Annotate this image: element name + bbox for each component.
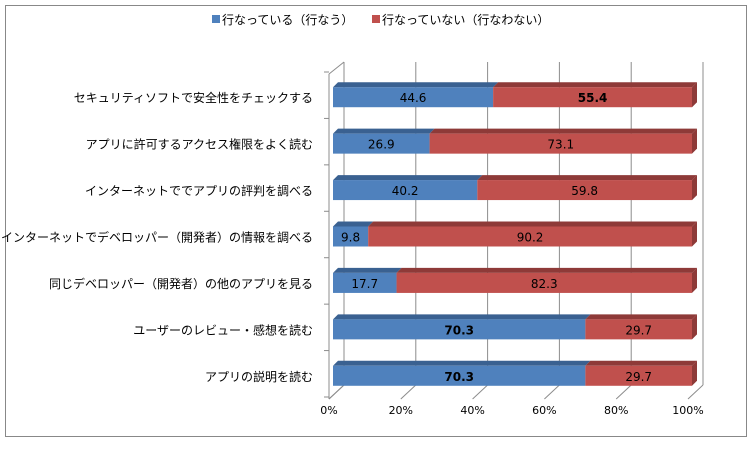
bar-top-face xyxy=(333,267,402,273)
data-label: 26.9 xyxy=(368,138,395,152)
bar-top-face xyxy=(368,221,697,227)
floor-gridline xyxy=(615,384,632,400)
bar-segment xyxy=(333,365,586,386)
bar-top-face xyxy=(477,175,697,181)
bar-top-face xyxy=(333,360,591,366)
bar-side-face xyxy=(692,221,697,247)
bar-segment xyxy=(333,272,397,293)
data-label: 29.7 xyxy=(625,323,652,337)
floor-gridline xyxy=(400,384,417,400)
bar-segment xyxy=(585,365,692,386)
bar-side-face xyxy=(692,82,697,108)
bar-segment xyxy=(477,180,692,201)
y-axis-top-edge xyxy=(328,61,345,75)
category-label: ユーザーのレビュー・感想を読む xyxy=(133,322,313,337)
category-label: インターネットでデベロッパー（開発者）の情報を調べる xyxy=(1,230,313,245)
bar-top-face xyxy=(333,82,499,88)
bar-side-face xyxy=(692,314,697,340)
legend-label: 行なっている（行なう） xyxy=(222,13,353,27)
bar-top-face xyxy=(333,314,591,320)
bar-top-face xyxy=(585,360,697,366)
category-label: セキュリティソフトで安全性をチェックする xyxy=(74,90,313,105)
bar-top-face xyxy=(493,82,697,88)
data-label: 70.3 xyxy=(444,323,474,337)
bar-segment xyxy=(333,87,494,108)
bar-segment xyxy=(585,319,692,340)
bar-top-face xyxy=(333,128,435,134)
bar-side-face xyxy=(692,175,697,201)
bar-segment xyxy=(333,180,478,201)
bar-side-face xyxy=(692,360,697,386)
category-label: 同じデベロッパー（開発者）の他のアプリを見る xyxy=(49,276,313,291)
data-label: 82.3 xyxy=(531,277,558,291)
bar-segment xyxy=(368,226,692,247)
data-label: 40.2 xyxy=(392,184,419,198)
data-label: 9.8 xyxy=(341,231,360,245)
floor-gridline xyxy=(544,384,560,400)
bar-side-face xyxy=(692,267,697,293)
bar-segment xyxy=(396,272,692,293)
legend-label: 行なっていない（行なわない） xyxy=(382,13,549,27)
data-label: 55.4 xyxy=(578,91,608,105)
legend-swatch xyxy=(372,15,380,23)
bar-segment xyxy=(429,133,692,154)
data-label: 44.6 xyxy=(400,91,427,105)
bar-top-face xyxy=(333,221,374,227)
data-label: 59.8 xyxy=(571,184,598,198)
chart-frame xyxy=(5,5,747,437)
bar-segment xyxy=(333,226,369,247)
bar-side-face xyxy=(692,128,697,154)
data-label: 17.7 xyxy=(351,277,378,291)
data-label: 73.1 xyxy=(547,138,574,152)
bar-segment xyxy=(333,319,586,340)
x-tick-label: 80% xyxy=(604,404,628,417)
x-tick-label: 60% xyxy=(532,404,556,417)
data-label: 29.7 xyxy=(625,370,652,384)
bar-top-face xyxy=(396,267,697,273)
category-label: インターネットででアプリの評判を調べる xyxy=(85,183,313,198)
bar-top-face xyxy=(429,128,697,134)
bar-segment xyxy=(333,133,430,154)
x-tick-label: 20% xyxy=(389,404,413,417)
bar-top-face xyxy=(333,175,483,181)
floor-gridline xyxy=(687,384,704,400)
bar-top-face xyxy=(585,314,697,320)
legend-swatch xyxy=(212,15,220,23)
category-label: アプリに許可するアクセス権限をよく読む xyxy=(86,137,313,152)
floor-gridline xyxy=(472,384,488,400)
bar-segment xyxy=(493,87,692,108)
category-label: アプリの説明を読む xyxy=(205,369,313,384)
data-label: 90.2 xyxy=(517,231,544,245)
x-tick-label: 40% xyxy=(460,404,484,417)
x-tick-label: 0% xyxy=(320,404,337,417)
data-label: 70.3 xyxy=(444,370,474,384)
y-axis-bottom-edge xyxy=(328,384,345,400)
x-tick-label: 100% xyxy=(672,404,703,417)
